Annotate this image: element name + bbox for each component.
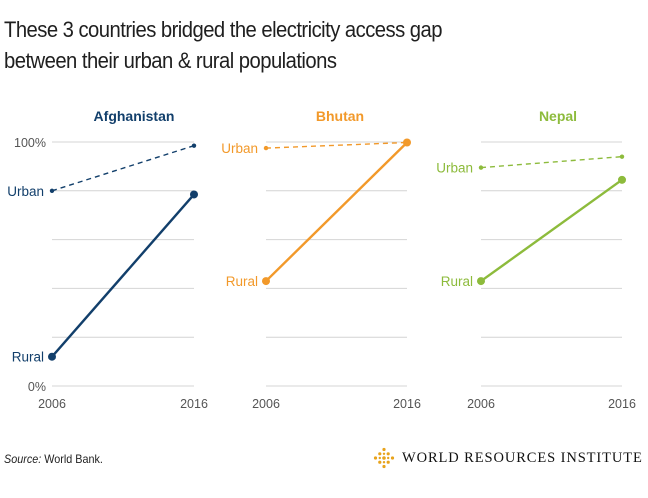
panel-title-nepal: Nepal bbox=[539, 108, 577, 124]
series-label-nepal-urban: Urban bbox=[436, 161, 473, 176]
series-label-bhutan-rural: Rural bbox=[226, 274, 258, 289]
series-line-nepal-urban bbox=[480, 155, 623, 169]
data-point-afghanistan-rural-2016 bbox=[190, 190, 198, 199]
series-label-bhutan-urban: Urban bbox=[221, 141, 258, 156]
data-point-afghanistan-urban-2006 bbox=[49, 188, 55, 193]
source-text: World Bank. bbox=[44, 452, 103, 466]
series-line-afghanistan-rural bbox=[51, 193, 195, 358]
series-label-afghanistan-urban: Urban bbox=[7, 184, 44, 199]
y-tick-label-top: 100% bbox=[14, 136, 46, 150]
series-label-afghanistan-rural: Rural bbox=[12, 350, 44, 365]
series-line-bhutan-urban bbox=[265, 141, 408, 149]
series-line-afghanistan-urban bbox=[51, 144, 195, 192]
panel-title-bhutan: Bhutan bbox=[316, 108, 364, 124]
data-point-bhutan-urban-2006 bbox=[263, 145, 269, 151]
source-note: Source: World Bank. bbox=[4, 452, 103, 466]
data-point-bhutan-rural-2006 bbox=[262, 277, 270, 286]
data-point-bhutan-rural-2016 bbox=[403, 138, 411, 147]
x-tick-label-bhutan-1: 2016 bbox=[393, 397, 421, 411]
wri-logo: WORLD RESOURCES INSTITUTE bbox=[373, 447, 643, 469]
x-tick-label-nepal-0: 2006 bbox=[467, 397, 495, 411]
wri-logo-text: WORLD RESOURCES INSTITUTE bbox=[402, 449, 643, 466]
chart-title: These 3 countries bridged the electricit… bbox=[4, 17, 442, 73]
x-tick-label-nepal-1: 2016 bbox=[608, 397, 636, 411]
series-line-nepal-rural bbox=[480, 178, 623, 283]
series-line-bhutan-rural bbox=[265, 141, 408, 282]
x-tick-label-afghanistan-0: 2006 bbox=[38, 397, 66, 411]
source-label: Source: bbox=[4, 452, 42, 466]
data-point-nepal-urban-2006 bbox=[478, 165, 484, 170]
small-multiples-chart: Afghanistan 100% 0% 2006 2016 Urban Rural Bhuta… bbox=[7, 108, 636, 411]
data-point-nepal-rural-2016 bbox=[618, 175, 626, 184]
data-point-afghanistan-urban-2016 bbox=[191, 143, 197, 148]
x-tick-label-afghanistan-1: 2016 bbox=[180, 397, 208, 411]
panel-title-afghanistan: Afghanistan bbox=[94, 108, 175, 124]
y-tick-label-bottom: 0% bbox=[28, 380, 46, 394]
data-point-afghanistan-rural-2006 bbox=[48, 352, 56, 361]
series-label-nepal-rural: Rural bbox=[441, 274, 473, 289]
wri-logo-icon bbox=[373, 447, 395, 469]
x-tick-label-bhutan-0: 2006 bbox=[252, 397, 280, 411]
data-point-nepal-rural-2006 bbox=[477, 277, 485, 286]
data-point-nepal-urban-2016 bbox=[619, 154, 625, 159]
